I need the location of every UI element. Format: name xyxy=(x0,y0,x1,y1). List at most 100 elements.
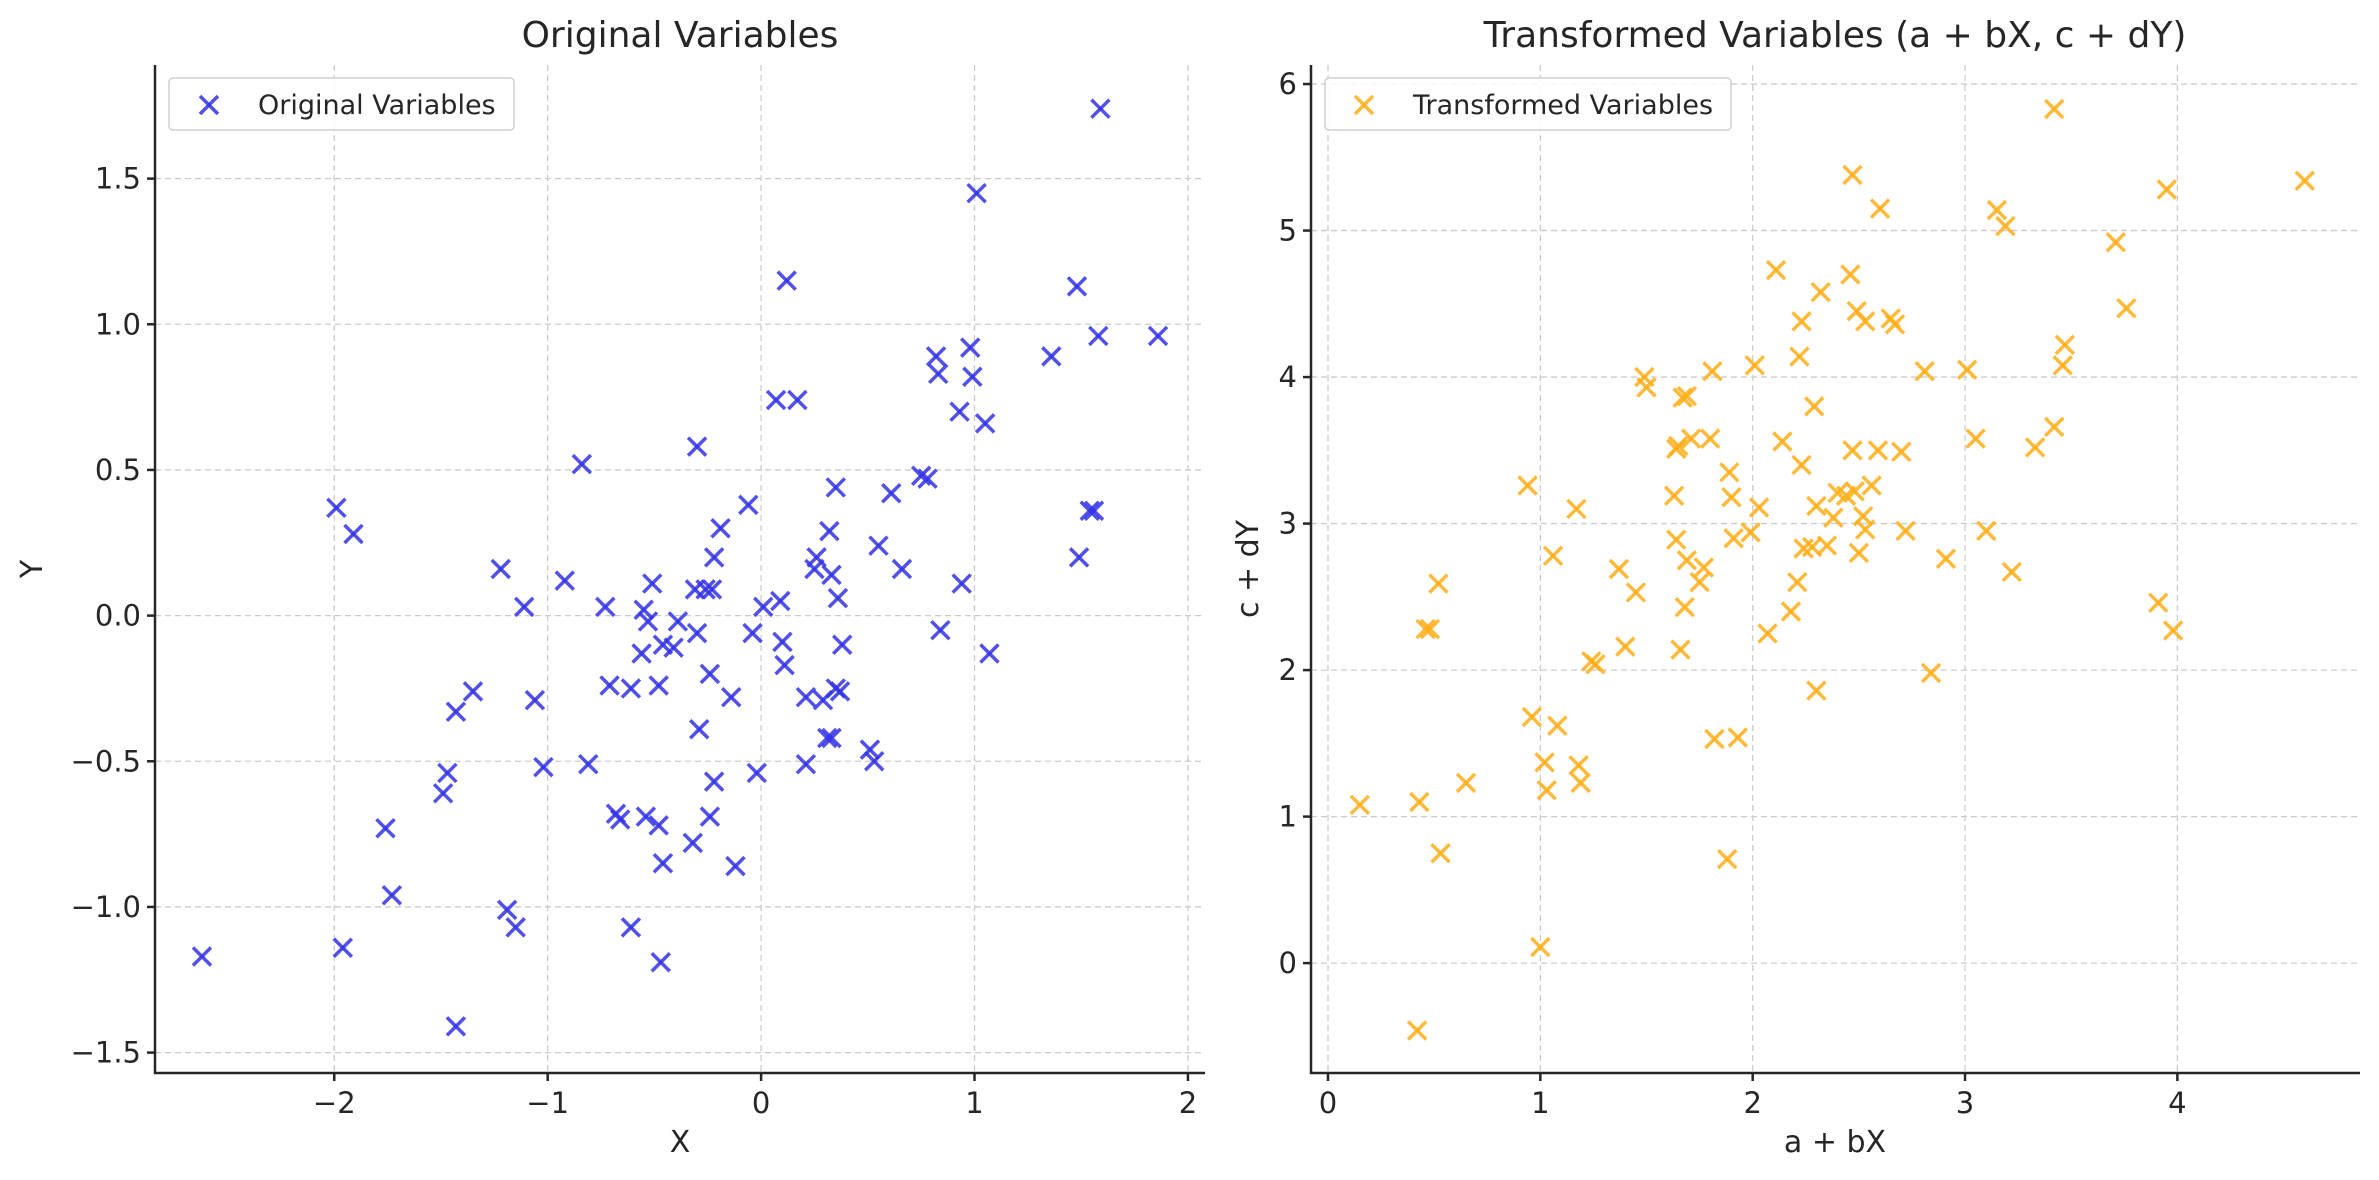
data-point xyxy=(1566,498,1587,520)
data-point xyxy=(910,465,932,487)
y-ticks-transformed: 0 1 2 3 4 5 6 xyxy=(1279,67,1311,980)
data-point xyxy=(513,596,535,618)
data-point xyxy=(1676,549,1698,571)
data-points-transformed xyxy=(1349,98,2316,1041)
data-point xyxy=(1806,680,1827,701)
data-point xyxy=(1757,623,1778,644)
data-point xyxy=(1668,435,1689,457)
data-point xyxy=(1409,791,1430,813)
x-tick-label: 2 xyxy=(1179,1086,1197,1120)
data-point xyxy=(1663,485,1685,506)
data-point xyxy=(2001,561,2022,583)
data-point xyxy=(1867,440,1889,461)
legend-original: Original Variables xyxy=(168,77,515,131)
data-point xyxy=(2052,355,2073,376)
data-point xyxy=(765,389,787,411)
data-point xyxy=(686,622,708,644)
data-point xyxy=(343,523,364,545)
data-point xyxy=(1702,360,1723,382)
data-point xyxy=(703,771,725,792)
data-point xyxy=(2024,437,2046,458)
data-point xyxy=(1854,311,1876,332)
data-point xyxy=(1636,377,1657,398)
data-point xyxy=(1680,428,1702,449)
data-point xyxy=(1810,281,1831,303)
x-tick-label: −2 xyxy=(313,1086,356,1120)
data-point xyxy=(1791,311,1812,332)
data-point xyxy=(746,762,768,784)
panel-original: Original Variables −2 −1 0 1 2 −1.5 −1.0 −0.5 0… xyxy=(15,15,1205,1160)
data-point xyxy=(859,739,881,760)
data-point xyxy=(1066,276,1088,297)
y-ticks-original: −1.5 −1.0 −0.5 0.0 0.5 1.0 1.5 xyxy=(71,162,155,1070)
y-tick-label: 0.0 xyxy=(95,599,141,633)
data-point xyxy=(637,611,659,632)
data-point xyxy=(375,818,396,839)
data-point xyxy=(1804,396,1825,417)
data-point xyxy=(1090,98,1111,119)
data-point xyxy=(432,783,454,804)
data-point xyxy=(1615,636,1636,657)
data-point xyxy=(1674,596,1695,618)
data-point xyxy=(1349,794,1371,816)
data-point xyxy=(1676,385,1698,407)
data-point xyxy=(1542,545,1564,567)
data-point xyxy=(505,917,526,938)
data-point xyxy=(620,678,642,699)
data-point xyxy=(1689,571,1710,593)
y-tick-label: 0 xyxy=(1279,946,1297,980)
data-point xyxy=(703,547,725,568)
chart-title-transformed: Transformed Variables (a + bX, c + dY) xyxy=(1483,15,2187,56)
data-points-original xyxy=(191,98,1169,1037)
data-point xyxy=(1536,779,1557,801)
data-point xyxy=(682,832,704,854)
data-point xyxy=(686,436,708,457)
data-point xyxy=(571,453,593,475)
data-point xyxy=(1608,558,1630,580)
data-point xyxy=(635,806,657,827)
grid-transformed xyxy=(1311,65,2360,1073)
data-point xyxy=(650,952,672,973)
data-point xyxy=(1719,462,1740,483)
data-point xyxy=(1765,259,1787,281)
data-point xyxy=(770,590,791,612)
data-point xyxy=(1693,557,1715,578)
data-point xyxy=(1780,601,1802,622)
data-point xyxy=(787,389,808,411)
data-point xyxy=(2116,297,2137,319)
data-point xyxy=(742,622,763,644)
data-point xyxy=(927,363,949,385)
data-point xyxy=(774,654,795,676)
data-point xyxy=(1995,215,2016,237)
data-point xyxy=(795,753,817,775)
data-point xyxy=(1088,325,1109,347)
data-point xyxy=(620,917,642,938)
data-point xyxy=(1914,360,1935,382)
data-point xyxy=(819,520,840,542)
data-point xyxy=(1704,728,1725,750)
data-point xyxy=(776,270,797,291)
x-tick-label: 3 xyxy=(1956,1086,1974,1120)
data-point xyxy=(1079,500,1100,521)
x-ticks-original: −2 −1 0 1 2 xyxy=(313,1073,1197,1120)
data-point xyxy=(925,346,947,367)
data-point xyxy=(1721,486,1742,508)
legend-label-transformed: Transformed Variables xyxy=(1412,90,1713,121)
data-point xyxy=(1920,662,1942,684)
y-tick-label: 6 xyxy=(1279,67,1297,101)
data-point xyxy=(1895,520,1916,542)
data-point xyxy=(868,535,889,556)
data-point xyxy=(725,855,746,877)
data-point xyxy=(2043,98,2065,120)
data-point xyxy=(806,547,827,568)
x-tick-label: 0 xyxy=(752,1086,770,1120)
x-tick-label: −1 xyxy=(526,1086,569,1120)
data-point xyxy=(825,477,847,498)
data-point xyxy=(1806,495,1827,517)
y-tick-label: 3 xyxy=(1279,507,1297,541)
x-ticks-transformed: 0 1 2 3 4 xyxy=(1319,1073,2187,1120)
data-point xyxy=(1723,527,1744,549)
data-point xyxy=(1869,198,1891,219)
data-point xyxy=(462,681,484,702)
